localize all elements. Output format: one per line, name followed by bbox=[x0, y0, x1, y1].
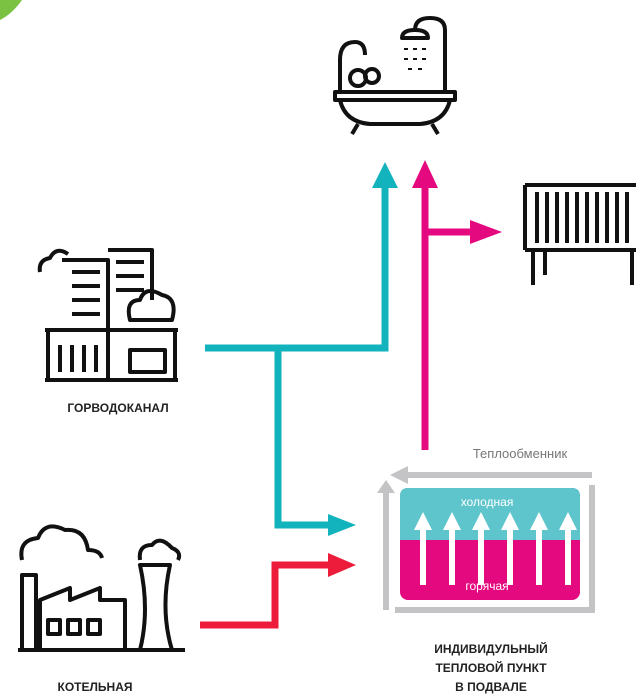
itp-label-line: ТЕПЛОВОЙ ПУНКТ bbox=[435, 660, 547, 675]
boiler-label: КОТЕЛЬНАЯ bbox=[58, 680, 133, 694]
corner-decoration bbox=[0, 0, 22, 20]
heating-pipe bbox=[200, 565, 330, 625]
radiator-icon bbox=[525, 185, 636, 285]
cold-label: холодная bbox=[461, 495, 514, 509]
hot-water-pipe bbox=[425, 185, 472, 450]
cold-water-pipe bbox=[205, 185, 385, 525]
exchanger-label: Теплообменник bbox=[473, 446, 568, 461]
itp-label-line: ИНДИВИДУЛЬНЫЙ bbox=[434, 641, 548, 656]
heating-arrowhead bbox=[328, 553, 356, 577]
exchanger-frame-arrowheads bbox=[377, 466, 408, 493]
boiler-icon bbox=[18, 526, 185, 650]
bathtub-icon bbox=[335, 18, 455, 134]
hot-label: горячая bbox=[465, 579, 508, 593]
building-icon bbox=[40, 250, 178, 380]
diagram: ГОРВОДОКАНАЛ КОТЕЛЬНАЯ Теплообменник bbox=[0, 0, 636, 697]
vodokanal-label: ГОРВОДОКАНАЛ bbox=[67, 401, 168, 415]
itp-label-line: В ПОДВАЛЕ bbox=[455, 680, 527, 694]
